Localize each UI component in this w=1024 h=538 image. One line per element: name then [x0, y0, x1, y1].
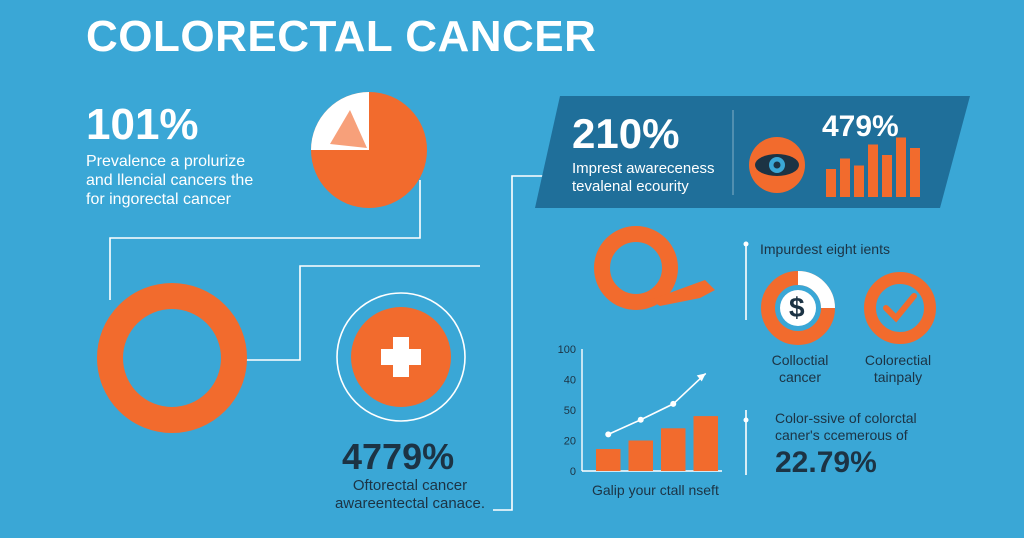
mini-bar	[840, 158, 850, 197]
mini-bar	[896, 137, 906, 197]
mini-bar-chart	[826, 137, 920, 197]
trend-point	[605, 431, 612, 438]
bar-line-chart: 100 40 50 20 0	[558, 344, 722, 478]
pie-chart-icon	[311, 92, 427, 208]
mini-bar	[882, 155, 892, 197]
icon1-label: Colloctial cancer	[771, 352, 829, 385]
icon2-label: Colorectial tainpaly	[864, 352, 932, 385]
y-tick-label: 20	[564, 436, 576, 448]
stat-left-value: 101%	[86, 100, 199, 149]
ring-icon	[97, 283, 247, 433]
dollar-symbol: $	[789, 292, 805, 323]
center-text: Oftorectal cancer awareentectal canace.	[334, 477, 486, 512]
y-tick-label: 50	[564, 405, 576, 417]
banner-value-2: 479%	[822, 110, 899, 143]
trend-point	[670, 400, 677, 407]
bar	[628, 440, 653, 471]
magnifier-q-icon	[594, 226, 715, 310]
right-heading: Impurdest eight ients	[760, 241, 890, 257]
eye-icon	[749, 137, 805, 193]
mini-bar	[868, 144, 878, 197]
trend-line	[607, 372, 707, 436]
bar	[693, 416, 718, 471]
mini-bar	[826, 169, 836, 197]
mini-bar	[854, 165, 864, 197]
right-bottom-value: 22.79%	[775, 446, 877, 479]
y-tick-label: 100	[558, 344, 576, 356]
connector-lines	[109, 175, 747, 511]
dollar-icon	[761, 271, 835, 345]
trend-arrowhead	[696, 373, 706, 382]
banner-text: Imprest awareceness tevalenal ecourity	[572, 160, 715, 195]
y-tick-label: 0	[570, 466, 576, 478]
plus-circle-icon	[336, 292, 466, 422]
banner-value: 210%	[572, 110, 680, 157]
y-tick-label: 40	[564, 375, 576, 387]
right-bottom-text: Color-ssive of colorctal caner's ccemero…	[775, 410, 917, 443]
chart-caption: Galip your ctall nseft	[592, 482, 719, 498]
mini-bar	[910, 148, 920, 197]
check-icon	[864, 272, 936, 344]
bar	[661, 428, 686, 471]
trend-point	[637, 416, 644, 423]
bar	[596, 449, 621, 471]
center-value: 4779%	[342, 436, 455, 477]
page-title: COLORECTAL CANCER	[86, 12, 597, 61]
stat-left-text: Prevalence a prolurize and llencial canc…	[86, 153, 254, 208]
